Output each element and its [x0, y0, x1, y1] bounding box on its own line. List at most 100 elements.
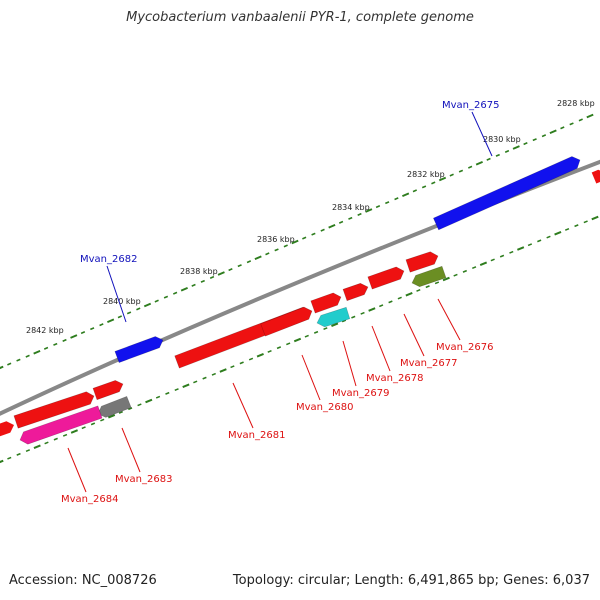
tick-mark — [16, 452, 21, 456]
tick-mark — [53, 342, 58, 346]
gene-arrow-mvan-2678[interactable] — [367, 266, 405, 290]
leader-line — [121, 427, 141, 473]
tick-mark — [546, 235, 551, 239]
tick-mark — [267, 349, 272, 353]
scale-label: 2840 kbp — [103, 297, 141, 306]
tick-mark — [462, 269, 467, 273]
gene-arrow-unlabeled[interactable] — [13, 391, 95, 429]
gene-arrow-unlabeled[interactable] — [92, 380, 124, 401]
accession-text: Accession: NC_008726 — [9, 573, 157, 588]
gene-arrow-mvan-2683[interactable] — [97, 396, 132, 418]
gene-label-mvan-2679[interactable]: Mvan_2679 — [332, 388, 389, 399]
scale-label: 2832 kbp — [407, 170, 445, 179]
tick-mark — [475, 160, 483, 166]
tick-mark — [202, 376, 207, 380]
tick-mark — [239, 361, 244, 365]
tick-mark — [274, 248, 279, 252]
tick-mark — [217, 271, 225, 276]
gene-arrow-mvan-2676[interactable] — [411, 265, 447, 288]
tick-mark — [438, 176, 447, 182]
gene-arrow-mvan-2682[interactable] — [114, 336, 164, 363]
tick-mark — [331, 322, 339, 328]
tick-mark — [304, 334, 309, 338]
gene-label-mvan-2677[interactable]: Mvan_2677 — [400, 358, 457, 369]
tick-mark — [509, 250, 514, 254]
tick-mark — [81, 426, 86, 430]
leader-line — [301, 354, 321, 401]
gene-label-mvan-2681[interactable]: Mvan_2681 — [228, 430, 285, 441]
tick-mark — [385, 201, 390, 205]
gene-arrow-unlabeled[interactable] — [260, 306, 313, 337]
tick-mark — [209, 275, 215, 279]
tick-mark — [165, 391, 170, 395]
tick-mark — [397, 296, 402, 300]
tick-mark — [523, 142, 528, 146]
tick-mark — [276, 346, 282, 350]
tick-mark — [33, 444, 41, 450]
leader-line — [67, 447, 87, 493]
tick-mark — [25, 449, 31, 453]
tick-mark — [256, 352, 264, 358]
tick-mark — [379, 304, 384, 308]
tick-mark — [7, 456, 12, 460]
tick-mark — [200, 279, 205, 283]
gene-arrow-mvan-2680[interactable] — [310, 292, 342, 314]
tick-mark — [357, 212, 362, 216]
gene-arrow-mvan-2677[interactable] — [405, 251, 439, 273]
gene-label-mvan-2683[interactable]: Mvan_2683 — [115, 474, 172, 485]
tick-mark — [486, 157, 491, 161]
tick-mark — [182, 383, 190, 389]
tick-mark — [286, 342, 291, 346]
tick-mark — [137, 403, 142, 407]
gene-label-mvan-2682[interactable]: Mvan_2682 — [80, 254, 137, 265]
tick-mark — [7, 362, 12, 366]
gene-arrow-unlabeled[interactable] — [342, 282, 369, 302]
tick-mark — [313, 330, 319, 334]
tick-mark — [425, 285, 430, 289]
tick-mark — [338, 220, 344, 224]
tick-mark — [323, 327, 328, 331]
gene-labels: Mvan_2675 Mvan_2682 Mvan_2676 Mvan_2677 … — [61, 100, 499, 505]
tick-mark — [80, 331, 86, 335]
tick-mark — [118, 410, 124, 414]
tick-mark — [341, 319, 347, 323]
tick-mark — [405, 291, 413, 297]
tick-mark — [25, 354, 30, 358]
tick-mark — [431, 181, 436, 185]
gene-label-mvan-2678[interactable]: Mvan_2678 — [366, 373, 423, 384]
tick-mark — [365, 208, 373, 213]
tick-mark — [402, 192, 410, 198]
tick-mark — [265, 252, 270, 256]
gene-label-mvan-2680[interactable]: Mvan_2680 — [296, 402, 353, 413]
tick-mark — [421, 185, 427, 189]
gene-arrow-mvan-2684[interactable] — [19, 405, 103, 445]
tick-mark — [0, 365, 4, 370]
gene-label-mvan-2676[interactable]: Mvan_2676 — [436, 342, 493, 353]
gene-arrow-mvan-2675[interactable] — [433, 156, 581, 231]
gene-arrow-mvan-2679[interactable] — [316, 306, 351, 328]
gene-arrow-unlabeled[interactable] — [0, 421, 14, 437]
tick-mark — [351, 315, 356, 319]
tick-mark — [128, 407, 133, 411]
tick-mark — [394, 197, 399, 201]
tick-mark — [145, 398, 153, 404]
gene-label-mvan-2684[interactable]: Mvan_2684 — [61, 494, 118, 505]
tick-mark — [293, 337, 302, 343]
tick-mark — [90, 422, 96, 426]
tick-mark — [416, 288, 421, 292]
tick-mark — [412, 189, 417, 193]
tick-mark — [0, 459, 4, 464]
leader-line — [106, 265, 127, 323]
tick-mark — [449, 173, 454, 177]
label-leader-lines — [67, 111, 493, 493]
gene-arrow-unlabeled[interactable] — [591, 169, 600, 184]
tick-mark — [230, 365, 235, 369]
tick-mark — [283, 244, 288, 248]
tick-mark — [527, 243, 533, 247]
tick-mark — [143, 302, 152, 308]
tick-mark — [163, 295, 169, 299]
leader-line — [471, 111, 493, 157]
tick-mark — [33, 349, 41, 355]
gene-label-mvan-2675[interactable]: Mvan_2675 — [442, 100, 499, 111]
tick-mark — [560, 126, 565, 130]
